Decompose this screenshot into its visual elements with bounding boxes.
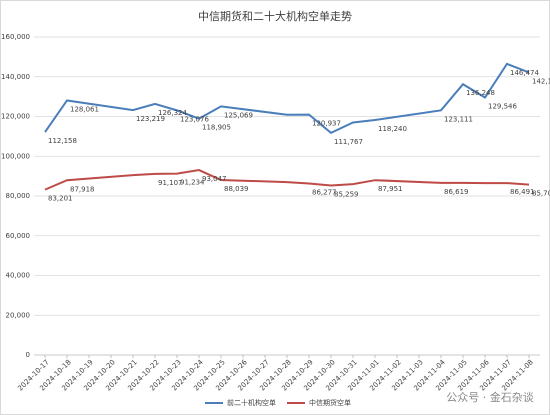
y-tick-label: 140,000 xyxy=(1,73,30,81)
data-label: 87,951 xyxy=(378,185,403,193)
series-line xyxy=(44,169,530,191)
data-label: 123,111 xyxy=(444,115,473,123)
y-tick-label: 80,000 xyxy=(6,192,31,200)
data-label: 125,069 xyxy=(224,111,253,119)
data-label: 86,619 xyxy=(444,188,469,196)
data-label: 111,767 xyxy=(334,138,363,146)
series-line xyxy=(44,62,530,135)
data-label: 86,491 xyxy=(510,188,535,196)
data-label: 118,905 xyxy=(202,124,231,132)
watermark: 公众号 · 金石杂谈 xyxy=(446,390,534,404)
y-tick-label: 60,000 xyxy=(6,232,31,240)
y-tick-label: 120,000 xyxy=(1,113,30,121)
data-label: 142,167 xyxy=(532,77,550,85)
legend-label: 中信期货空单 xyxy=(309,398,351,407)
data-label: 123,219 xyxy=(136,115,165,123)
y-tick-label: 20,000 xyxy=(6,311,31,319)
data-label: 136,248 xyxy=(466,89,495,97)
data-label: 85,709 xyxy=(532,190,550,198)
chart-title: 中信期货和二十大机构空单走势 xyxy=(198,9,352,23)
data-label: 120,937 xyxy=(312,120,341,128)
legend-label: 前二十机构空单 xyxy=(227,398,276,407)
data-label: 88,039 xyxy=(224,185,249,193)
y-tick-label: 160,000 xyxy=(1,33,30,41)
y-tick-label: 0 xyxy=(26,351,30,359)
data-label: 87,918 xyxy=(70,185,95,193)
data-label: 91,107 xyxy=(158,179,183,187)
data-label: 85,259 xyxy=(334,191,359,199)
data-label: 91,234 xyxy=(180,179,205,187)
data-label: 86,277 xyxy=(312,189,337,197)
data-label: 123,076 xyxy=(180,115,209,123)
data-label: 146,474 xyxy=(510,69,539,77)
data-label: 118,240 xyxy=(378,125,407,133)
data-label: 126,324 xyxy=(158,109,187,117)
data-label: 129,546 xyxy=(488,103,517,111)
data-label: 83,201 xyxy=(48,195,73,203)
y-tick-label: 40,000 xyxy=(6,272,31,280)
data-label: 128,061 xyxy=(70,105,99,113)
data-label: 93,047 xyxy=(202,175,227,183)
data-label: 112,158 xyxy=(48,137,77,145)
y-tick-label: 100,000 xyxy=(1,152,30,160)
